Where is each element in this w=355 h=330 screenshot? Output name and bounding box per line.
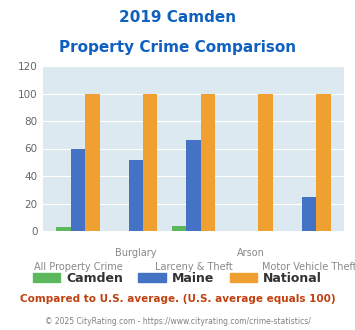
- Bar: [129, 159, 143, 231]
- Text: Motor Vehicle Theft: Motor Vehicle Theft: [262, 262, 355, 272]
- Bar: [302, 197, 316, 231]
- Bar: [143, 93, 157, 231]
- Text: Compared to U.S. average. (U.S. average equals 100): Compared to U.S. average. (U.S. average …: [20, 294, 335, 304]
- Text: © 2025 CityRating.com - https://www.cityrating.com/crime-statistics/: © 2025 CityRating.com - https://www.city…: [45, 317, 310, 326]
- Text: All Property Crime: All Property Crime: [34, 262, 122, 272]
- Text: 2019 Camden: 2019 Camden: [119, 10, 236, 25]
- Text: Larceny & Theft: Larceny & Theft: [154, 262, 233, 272]
- Text: Arson: Arson: [237, 248, 265, 258]
- Bar: [316, 93, 331, 231]
- Bar: [172, 225, 186, 231]
- Bar: [71, 148, 85, 231]
- Legend: Camden, Maine, National: Camden, Maine, National: [28, 267, 327, 290]
- Text: Burglary: Burglary: [115, 248, 157, 258]
- Text: Property Crime Comparison: Property Crime Comparison: [59, 40, 296, 54]
- Bar: [201, 93, 215, 231]
- Bar: [186, 140, 201, 231]
- Bar: [258, 93, 273, 231]
- Bar: [85, 93, 100, 231]
- Bar: [56, 227, 71, 231]
